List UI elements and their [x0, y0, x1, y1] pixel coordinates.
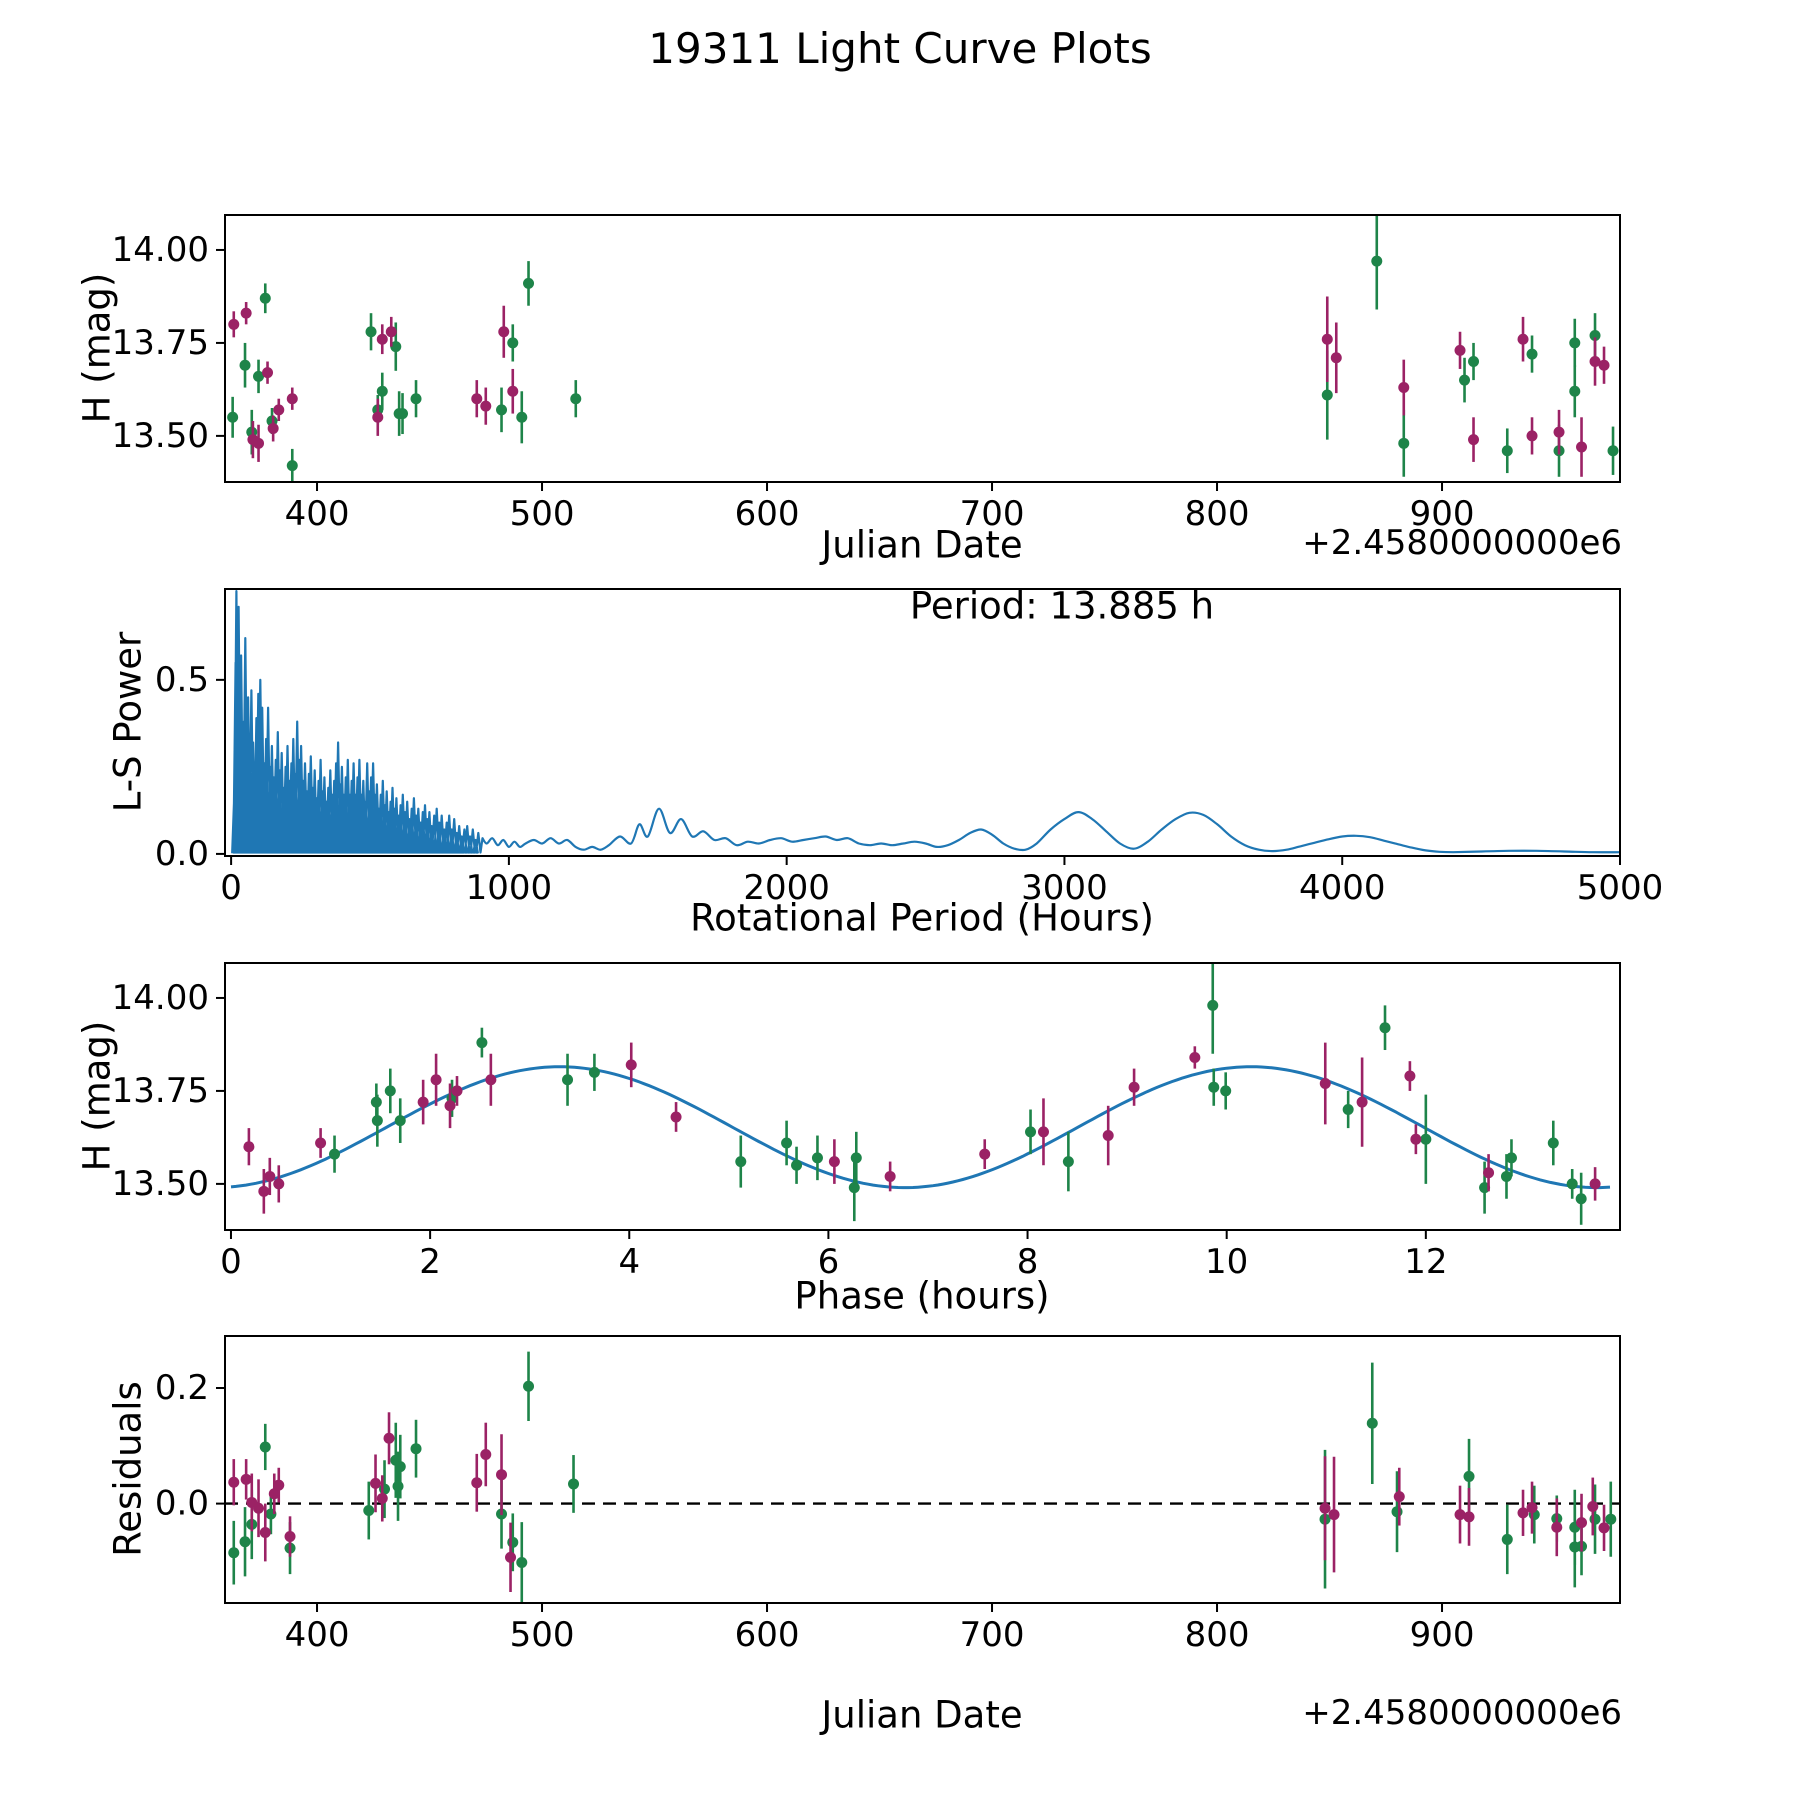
plot-area-periodogram — [231, 590, 1620, 854]
phase_curve-xtick-label: 10 — [1205, 1242, 1248, 1282]
residuals-xtick-label: 400 — [285, 1615, 350, 1655]
lightcurve-xtick-label: 600 — [735, 494, 800, 534]
phase_curve-xtick-label: 8 — [1017, 1242, 1039, 1282]
periodogram-xtick-label: 5000 — [1577, 868, 1664, 908]
lightcurve-xtick-label: 400 — [285, 494, 350, 534]
residuals-ytick-label: 0.2 — [155, 1368, 209, 1408]
periodogram-line — [231, 590, 1620, 854]
periodogram-xtick-label: 4000 — [1299, 868, 1386, 908]
periodogram-xtick-label: 2000 — [743, 868, 830, 908]
best-period-annotation: Period: 13.885 h — [909, 584, 1215, 628]
lightcurve-xtick-label: 900 — [1410, 494, 1475, 534]
periodogram-y-axis-label: L-S Power — [106, 631, 150, 813]
axes-frame-periodogram — [224, 588, 1621, 857]
plot-area-lightcurve — [227, 215, 1619, 482]
residuals-crimson — [228, 1412, 1610, 1593]
lightcurve-xtick-label: 700 — [960, 494, 1025, 534]
phase_curve-ytick-label: 13.50 — [112, 1164, 209, 1204]
lightcurve-y-axis-label: H (mag) — [75, 272, 119, 424]
residuals-xtick-label: 900 — [1410, 1615, 1475, 1655]
periodogram-xtick-label: 0 — [220, 868, 242, 908]
phase_curve-xtick-label: 0 — [220, 1242, 242, 1282]
periodogram-ytick-label: 0.5 — [155, 660, 209, 700]
lightcurve-ytick-label: 13.75 — [112, 323, 209, 363]
residuals-xtick-label: 600 — [735, 1615, 800, 1655]
observations-crimson — [228, 296, 1610, 477]
lightcurve-x-offset-text: +2.4580000000e6 — [1302, 523, 1622, 563]
lightcurve-ytick-label: 14.00 — [112, 230, 209, 270]
phase-y-axis-label: H (mag) — [75, 1020, 119, 1172]
axes-frame-lightcurve — [224, 214, 1621, 483]
plot-area-residuals — [225, 1351, 1620, 1603]
periodogram-xtick-label: 1000 — [466, 868, 553, 908]
residuals-ytick-label: 0.0 — [155, 1484, 209, 1524]
lightcurve-x-axis-label: Julian Date — [821, 523, 1023, 567]
periodogram-x-axis-label: Rotational Period (Hours) — [690, 896, 1154, 940]
axes-frame-phase_curve — [224, 962, 1621, 1231]
residuals-xtick-label: 500 — [510, 1615, 575, 1655]
phase-x-axis-label: Phase (hours) — [794, 1274, 1050, 1318]
residuals-x-axis-label: Julian Date — [821, 1693, 1023, 1737]
phase_curve-xtick-label: 2 — [419, 1242, 441, 1282]
lightcurve-xtick-label: 500 — [510, 494, 575, 534]
phase_curve-xtick-label: 12 — [1404, 1242, 1447, 1282]
figure-title: 19311 Light Curve Plots — [648, 24, 1152, 73]
residuals-xtick-label: 800 — [1185, 1615, 1250, 1655]
lightcurve-ytick-label: 13.50 — [112, 416, 209, 456]
phase_curve-ytick-label: 14.00 — [112, 978, 209, 1018]
residuals-y-axis-label: Residuals — [106, 1381, 150, 1557]
residuals-green — [228, 1351, 1617, 1603]
residuals-x-offset-text: +2.4580000000e6 — [1302, 1693, 1622, 1733]
residuals-xtick-label: 700 — [960, 1615, 1025, 1655]
phase_curve-xtick-label: 4 — [618, 1242, 640, 1282]
phase_curve-ytick-label: 13.75 — [112, 1071, 209, 1111]
observations-green — [227, 215, 1619, 482]
periodogram-ytick-label: 0.0 — [155, 834, 209, 874]
plot-area-phase_curve — [230, 963, 1611, 1225]
axes-frame-residuals — [224, 1335, 1621, 1604]
phased-green — [329, 963, 1587, 1225]
phase_curve-xtick-label: 6 — [818, 1242, 840, 1282]
phased-crimson — [243, 1042, 1601, 1214]
lightcurve-xtick-label: 800 — [1185, 494, 1250, 534]
periodogram-xtick-label: 3000 — [1021, 868, 1108, 908]
